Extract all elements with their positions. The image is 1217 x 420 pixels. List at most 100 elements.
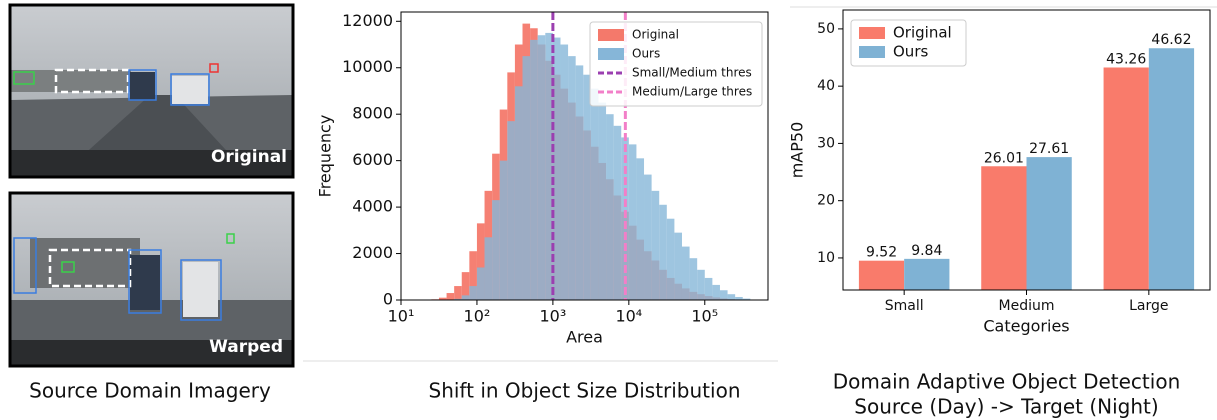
photo-warped [8,191,295,368]
y-tick-label: 12000 [342,11,393,30]
hist-bar [469,286,477,300]
hist-bar [598,102,607,300]
hist-bar [461,272,470,300]
hist-bar [659,204,667,300]
value-label: 46.62 [1151,32,1191,48]
y-tick-label: 8000 [352,104,393,123]
legend-label: Original [632,28,679,42]
hist-bar [484,237,493,300]
hist-bar [727,294,736,300]
hist-bar [522,56,531,301]
hist-bar [537,35,546,301]
legend-label: Medium/Large thres [632,85,752,99]
chart-title: Domain Adaptive Object Detection [833,370,1181,394]
hist-bar [704,277,713,300]
y-tick-label: 2000 [352,243,393,262]
chart-title: Shift in Object Size Distribution [429,379,741,403]
bar [904,258,950,290]
value-label: 43.26 [1106,51,1146,67]
x-tick-label: 10⁵ [691,307,718,326]
x-tick-label: 10⁴ [615,307,642,326]
value-label: 27.61 [1029,141,1069,157]
hist-bar [469,251,477,300]
hist-bar [628,144,637,300]
hist-bar [636,158,645,300]
bar [1026,157,1072,290]
hist-bar [644,174,652,300]
y-axis-label: Frequency [316,115,335,198]
y-tick-label: 0 [383,290,393,309]
y-tick-label: 10000 [342,57,393,76]
photo-original [8,3,295,179]
hist-bar [712,284,720,300]
legend-swatch [859,27,885,39]
y-tick-label: 4000 [352,197,393,216]
x-tick-label: 10² [464,307,491,326]
x-tick-label: 10³ [539,307,566,326]
photo-label: Warped [209,337,283,357]
chart-subtitle: Source (Day) -> Target (Night) [854,395,1158,419]
panel-caption: Source Domain Imagery [29,379,271,403]
legend-swatch [598,48,624,60]
hist-bar [499,160,508,300]
y-axis-label: mAP50 [788,122,807,179]
hist-bar [606,114,614,301]
legend-label: Small/Medium thres [632,66,752,80]
plot-frame [842,9,1211,291]
hist-bar [689,258,698,300]
hist-bar [719,290,728,300]
hist-bar [651,190,660,300]
x-tick-label: Small [885,298,924,314]
hist-bar [446,293,455,300]
hist-bar [552,37,561,300]
hist-bar [454,286,462,300]
hist-bar [681,246,690,300]
hist-bar [621,137,629,300]
value-label: 9.84 [911,243,942,259]
value-label: 9.52 [866,245,897,261]
hist-bar [507,121,515,301]
y-tick-label: 40 [817,78,835,94]
legend-label: Ours [632,47,660,61]
hist-bar [674,232,682,300]
hist-bar [613,125,622,300]
hist-bar [454,298,462,300]
y-tick-label: 20 [817,193,835,209]
hist-bar [575,65,584,300]
hist-bar [545,32,553,300]
hist-bar [697,269,705,300]
x-tick-label: 10¹ [388,307,415,326]
legend-label: Original [893,24,952,42]
hist-bar [742,298,751,300]
hist-bar [492,200,500,300]
hist-bar [438,297,447,300]
hist-bar [530,39,538,300]
legend-box [589,21,763,107]
photo-label: Original [211,147,287,167]
hist-bar [590,88,599,300]
x-axis-label: Area [566,328,603,347]
bar [858,260,905,290]
plot-frame [400,11,769,301]
legend-swatch [859,46,885,58]
hist-bar [476,267,485,300]
hist-bar [666,218,675,300]
hist-bar [461,295,470,300]
bar [981,166,1027,290]
x-tick-label: Large [1129,298,1168,314]
hist-bar [583,74,591,300]
hist-bar [568,56,576,301]
legend-label: Ours [893,43,928,61]
x-axis-label: Categories [983,317,1069,336]
y-tick-label: 10 [817,250,835,266]
legend-swatch [598,29,624,41]
hist-bar [476,223,485,300]
bar [1103,67,1149,290]
bar [1148,48,1195,291]
hist-bar [514,86,523,301]
y-tick-label: 50 [817,21,835,37]
value-label: 26.01 [984,150,1024,166]
y-tick-label: 30 [817,135,835,151]
hist-bar [560,44,569,300]
